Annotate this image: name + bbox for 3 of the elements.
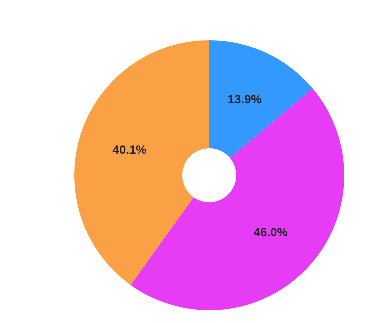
data-label: 40.1% <box>112 142 148 157</box>
data-label: 46.0% <box>254 225 288 240</box>
data-label: 13.9% <box>228 92 262 107</box>
